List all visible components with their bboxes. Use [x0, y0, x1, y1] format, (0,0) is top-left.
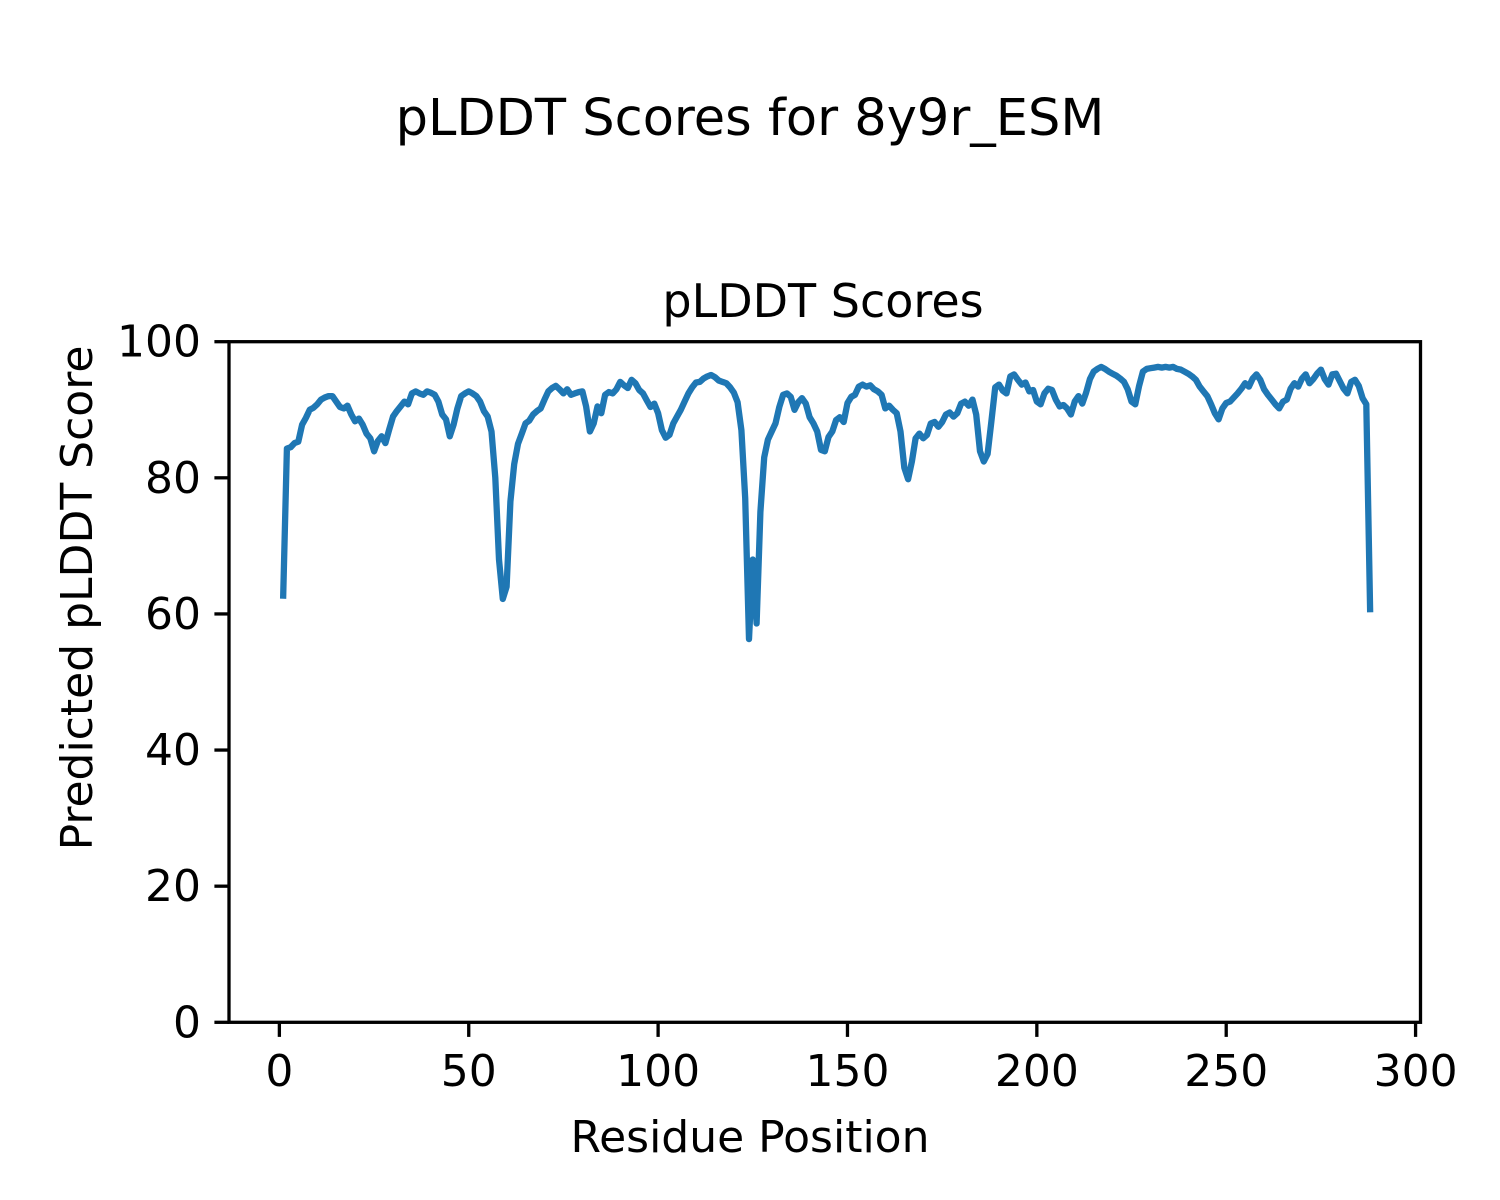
x-tick-label: 100 — [616, 1046, 700, 1097]
x-axis-tick-labels: 0 50 100 150 200 250 300 — [265, 1046, 1457, 1097]
x-tick-label: 250 — [1184, 1046, 1268, 1097]
x-axis-ticks — [277, 1022, 1418, 1037]
figure-title: pLDDT Scores for 8y9r_ESM — [396, 89, 1105, 148]
plot-frame — [227, 340, 1423, 1024]
y-axis-label: Predicted pLDDT Score — [52, 346, 103, 851]
y-tick-label: 80 — [145, 453, 201, 504]
y-axis-ticks — [214, 340, 229, 1024]
x-tick-label: 150 — [805, 1046, 889, 1097]
plddt-score-line — [279, 363, 1374, 643]
y-tick-label: 0 — [173, 997, 201, 1048]
x-tick-label: 50 — [441, 1046, 497, 1097]
x-tick-label: 200 — [995, 1046, 1079, 1097]
x-tick-label: 0 — [265, 1046, 293, 1097]
x-tick-label: 300 — [1374, 1046, 1458, 1097]
x-axis-label: Residue Position — [570, 1112, 929, 1163]
y-tick-label: 100 — [117, 317, 201, 368]
y-axis-tick-labels: 0 20 40 60 80 100 — [117, 317, 201, 1049]
y-tick-label: 60 — [145, 589, 201, 640]
y-tick-label: 20 — [145, 861, 201, 912]
axes-title: pLDDT Scores — [662, 274, 983, 328]
y-tick-label: 40 — [145, 725, 201, 776]
